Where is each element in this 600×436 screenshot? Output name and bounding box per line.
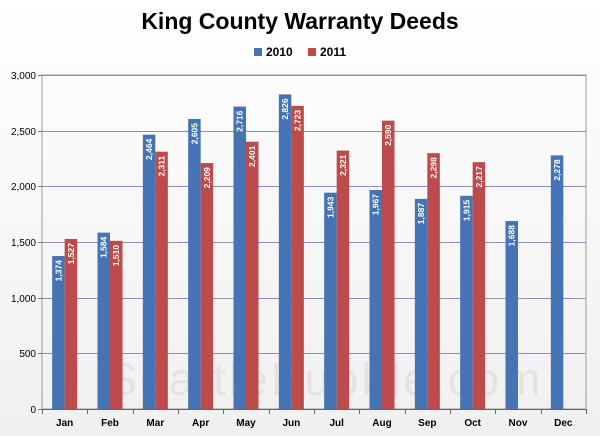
x-tick-label-jan: Jan xyxy=(56,418,73,429)
bar-2011-jul xyxy=(336,150,350,409)
bar-2011-sep xyxy=(427,153,440,409)
data-label-2011-aug: 2,590 xyxy=(383,124,393,146)
data-label-2010-aug: 1,967 xyxy=(371,194,381,216)
legend-label-2011: 2011 xyxy=(320,45,347,59)
data-label-2010-feb: 1,584 xyxy=(99,236,109,258)
x-tick-label-apr: Apr xyxy=(192,418,209,429)
y-tick-label: 3,000 xyxy=(11,71,36,82)
bar-2011-apr xyxy=(200,163,214,409)
data-label-2010-jun: 2,826 xyxy=(280,98,290,120)
data-label-2011-feb: 1,510 xyxy=(111,245,121,267)
data-label-2011-may: 2,401 xyxy=(247,145,257,167)
x-tick-label-feb: Feb xyxy=(101,418,119,429)
y-tick-label: 500 xyxy=(19,349,36,360)
x-tick-label-aug: Aug xyxy=(372,418,391,429)
data-label-2011-mar: 2,311 xyxy=(157,155,167,176)
bar-2010-may xyxy=(233,106,246,410)
bar-2010-mar xyxy=(142,134,156,409)
chart-legend: 2010 2011 xyxy=(0,45,600,59)
bar-2010-nov xyxy=(505,221,518,409)
data-label-2010-oct: 1,915 xyxy=(461,200,471,222)
y-tick-label: 1,500 xyxy=(11,238,36,249)
bar-2010-apr xyxy=(188,118,201,409)
legend-swatch-2010 xyxy=(253,48,262,56)
bar-2011-aug xyxy=(382,120,395,409)
bar-2011-oct xyxy=(472,162,486,409)
data-label-2011-sep: 2,298 xyxy=(429,157,439,179)
y-tick-label: 0 xyxy=(30,405,36,416)
data-label-2010-may: 2,716 xyxy=(235,110,245,132)
data-label-2011-jan: 1,527 xyxy=(66,243,76,265)
data-label-2010-dec: 2,278 xyxy=(552,159,562,181)
bar-2010-jun xyxy=(278,94,292,409)
x-tick-label-sep: Sep xyxy=(418,418,436,429)
bar-2010-jan xyxy=(52,256,65,409)
legend-item-2010: 2010 xyxy=(253,45,293,59)
data-label-2011-apr: 2,209 xyxy=(202,167,212,189)
x-tick-label-nov: Nov xyxy=(509,418,528,429)
legend-item-2011: 2011 xyxy=(308,45,346,59)
bar-2011-jan xyxy=(64,238,78,409)
data-label-2010-apr: 2,605 xyxy=(189,123,199,145)
x-tick-label-may: May xyxy=(236,418,256,429)
bar-2011-feb xyxy=(110,240,123,409)
chart-title: King County Warranty Deeds xyxy=(141,8,459,34)
bar-2011-jun xyxy=(291,105,304,410)
data-label-2011-jul: 2,321 xyxy=(338,154,348,176)
bar-2010-feb xyxy=(97,232,110,409)
y-tick-label: 2,000 xyxy=(11,182,36,193)
bar-2010-oct xyxy=(460,195,473,409)
x-tick-label-jun: Jun xyxy=(282,418,300,429)
x-tick-label-oct: Oct xyxy=(464,418,481,429)
x-tick-label-jul: Jul xyxy=(329,418,344,429)
legend-swatch-2011 xyxy=(308,48,316,56)
data-label-2010-jan: 1,374 xyxy=(53,260,63,282)
y-tick-label: 2,500 xyxy=(11,127,36,138)
bar-2010-jul xyxy=(324,192,337,409)
y-tick-label: 1,000 xyxy=(11,294,36,305)
data-label-2010-jul: 1,943 xyxy=(325,196,335,218)
data-label-2011-oct: 2,217 xyxy=(474,166,484,188)
bar-2010-sep xyxy=(414,198,428,409)
bar-2011-mar xyxy=(155,151,168,409)
data-label-2010-sep: 1,887 xyxy=(416,203,426,225)
data-label-2010-mar: 2,464 xyxy=(144,138,154,160)
bar-2010-dec xyxy=(550,155,564,409)
bar-2011-may xyxy=(246,141,259,409)
x-tick-label-mar: Mar xyxy=(146,418,164,429)
bar-2010-aug xyxy=(369,190,382,409)
data-label-2011-jun: 2,723 xyxy=(293,110,303,132)
x-tick-label-dec: Dec xyxy=(554,418,573,429)
legend-label-2010: 2010 xyxy=(265,45,293,59)
data-label-2010-nov: 1,688 xyxy=(507,225,517,247)
